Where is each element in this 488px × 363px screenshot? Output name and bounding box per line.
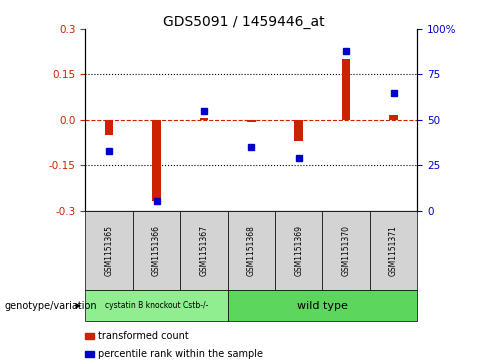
Bar	[247, 120, 256, 122]
Text: genotype/variation: genotype/variation	[5, 301, 98, 311]
Bar	[152, 120, 161, 201]
Bar	[389, 115, 398, 120]
Text: GSM1151366: GSM1151366	[152, 225, 161, 276]
Text: GDS5091 / 1459446_at: GDS5091 / 1459446_at	[163, 15, 325, 29]
Text: GSM1151368: GSM1151368	[247, 225, 256, 276]
Text: GSM1151367: GSM1151367	[200, 225, 208, 276]
Text: cystatin B knockout Cstb-/-: cystatin B knockout Cstb-/-	[105, 301, 208, 310]
Bar	[294, 120, 303, 141]
Text: GSM1151371: GSM1151371	[389, 225, 398, 276]
Bar	[105, 120, 113, 135]
Text: GSM1151369: GSM1151369	[294, 225, 303, 276]
Bar	[342, 59, 350, 120]
Text: percentile rank within the sample: percentile rank within the sample	[98, 349, 263, 359]
Text: GSM1151365: GSM1151365	[104, 225, 114, 276]
Text: GSM1151370: GSM1151370	[342, 225, 351, 276]
Text: transformed count: transformed count	[98, 331, 188, 341]
Text: wild type: wild type	[297, 301, 348, 311]
Bar	[200, 118, 208, 120]
